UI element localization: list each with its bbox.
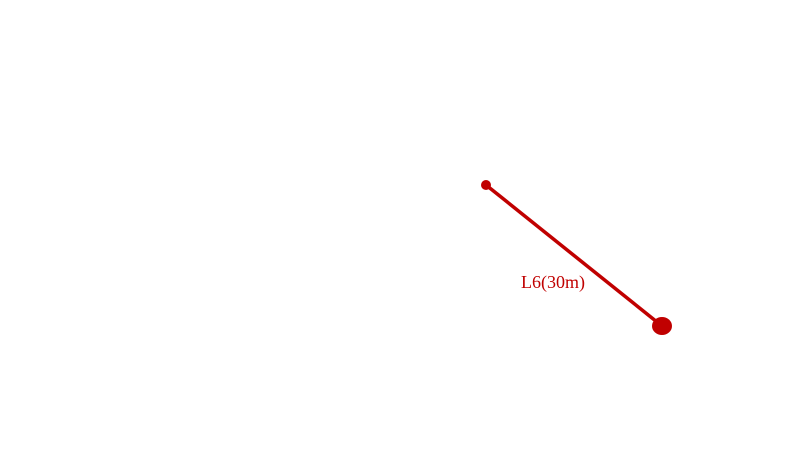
segment-line (484, 183, 664, 328)
segment-end-point (652, 317, 672, 335)
segment-label: L6(30m) (521, 272, 585, 293)
segment-start-point (481, 180, 491, 190)
